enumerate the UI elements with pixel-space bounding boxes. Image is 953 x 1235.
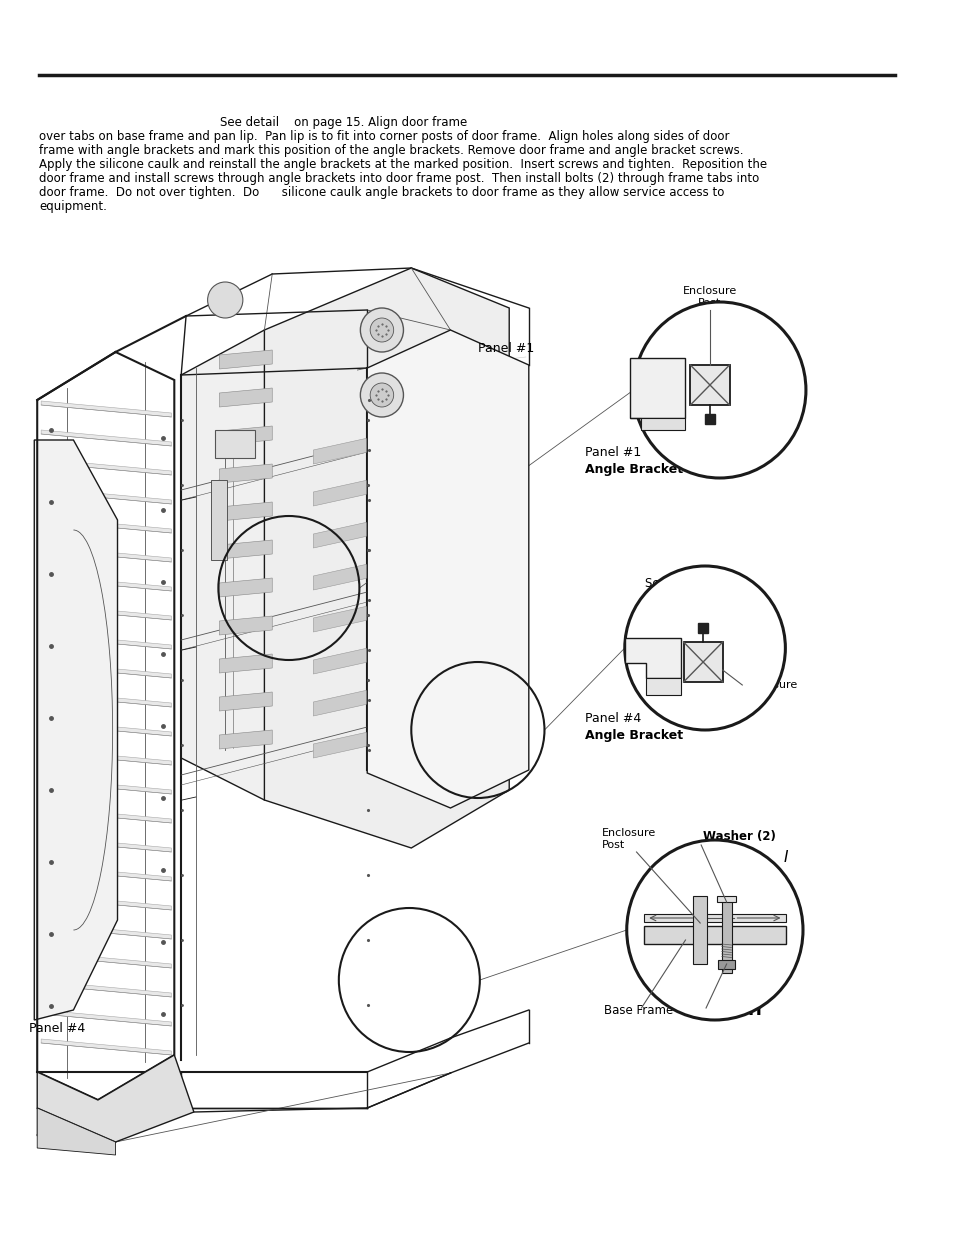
Polygon shape: [629, 358, 685, 417]
Polygon shape: [41, 604, 172, 620]
Text: Apply the silicone caulk and reinstall the angle brackets at the marked position: Apply the silicone caulk and reinstall t…: [39, 158, 766, 170]
Text: Enclosure
Post: Enclosure Post: [743, 680, 798, 701]
Polygon shape: [264, 268, 509, 848]
Text: E: E: [746, 419, 758, 437]
Text: I: I: [782, 851, 787, 866]
Polygon shape: [645, 678, 679, 695]
Polygon shape: [41, 662, 172, 678]
Text: Base Frame: Base Frame: [603, 1004, 673, 1016]
Bar: [690, 366, 729, 405]
Polygon shape: [367, 330, 528, 808]
Circle shape: [360, 373, 403, 417]
Polygon shape: [219, 578, 272, 597]
Text: Angle Bracket: Angle Bracket: [584, 729, 682, 741]
Circle shape: [360, 308, 403, 352]
Bar: [643, 926, 785, 944]
Polygon shape: [41, 952, 172, 968]
Polygon shape: [219, 350, 272, 369]
Polygon shape: [313, 590, 440, 632]
Polygon shape: [219, 388, 272, 408]
Polygon shape: [219, 616, 272, 635]
Polygon shape: [41, 546, 172, 562]
Polygon shape: [211, 480, 227, 559]
Text: Panel #4: Panel #4: [30, 1021, 86, 1035]
Polygon shape: [313, 548, 440, 590]
Text: Bolt (2): Bolt (2): [688, 1004, 732, 1016]
Polygon shape: [37, 1055, 193, 1142]
Text: Angle Bracket: Angle Bracket: [584, 463, 682, 477]
Circle shape: [624, 566, 784, 730]
Bar: [717, 960, 735, 969]
Text: See detail    on page 15. Align door frame: See detail on page 15. Align door frame: [219, 116, 467, 128]
Bar: [693, 897, 706, 965]
Polygon shape: [41, 488, 172, 504]
Circle shape: [370, 317, 394, 342]
Polygon shape: [41, 401, 172, 417]
Polygon shape: [181, 330, 357, 800]
Text: door frame.  Do not over tighten.  Do      silicone caulk angle brackets to door: door frame. Do not over tighten. Do sili…: [39, 186, 723, 199]
Polygon shape: [41, 748, 172, 764]
Bar: [682, 642, 722, 682]
Polygon shape: [313, 674, 440, 716]
Polygon shape: [41, 517, 172, 534]
Polygon shape: [34, 440, 117, 1020]
Polygon shape: [41, 864, 172, 881]
Polygon shape: [313, 632, 440, 674]
Polygon shape: [629, 417, 685, 430]
Polygon shape: [41, 576, 172, 592]
Text: H: H: [746, 1002, 760, 1019]
Polygon shape: [37, 1108, 115, 1155]
Polygon shape: [41, 923, 172, 939]
Polygon shape: [41, 459, 172, 475]
Text: over tabs on base frame and pan lip.  Pan lip is to fit into corner posts of doo: over tabs on base frame and pan lip. Pan…: [39, 130, 729, 143]
Polygon shape: [41, 692, 172, 706]
Polygon shape: [219, 540, 272, 559]
Polygon shape: [41, 634, 172, 650]
Circle shape: [626, 840, 802, 1020]
Text: E: E: [739, 597, 750, 614]
Text: frame with angle brackets and mark this position of the angle brackets. Remove d: frame with angle brackets and mark this …: [39, 144, 743, 157]
Text: Screw (3): Screw (3): [669, 450, 724, 463]
Text: Panel #4: Panel #4: [584, 711, 640, 725]
Text: Enclosure
Post: Enclosure Post: [682, 287, 737, 308]
Bar: [721, 900, 731, 973]
Polygon shape: [313, 464, 440, 506]
Polygon shape: [41, 1039, 172, 1055]
Polygon shape: [41, 720, 172, 736]
Polygon shape: [219, 464, 272, 483]
Bar: [215, 430, 254, 458]
Polygon shape: [41, 981, 172, 997]
Bar: [643, 914, 785, 923]
Text: Washer (2): Washer (2): [702, 830, 775, 844]
Polygon shape: [624, 638, 679, 678]
Polygon shape: [41, 778, 172, 794]
Polygon shape: [219, 501, 272, 521]
Circle shape: [370, 383, 394, 408]
Polygon shape: [41, 836, 172, 852]
Polygon shape: [313, 422, 440, 464]
Bar: [716, 897, 736, 902]
Polygon shape: [41, 430, 172, 446]
Polygon shape: [41, 1010, 172, 1026]
Text: equipment.: equipment.: [39, 200, 107, 212]
Text: Panel #1: Panel #1: [477, 342, 534, 354]
Text: Panel #1: Panel #1: [584, 447, 640, 459]
Polygon shape: [219, 692, 272, 711]
Text: door frame and install screws through angle brackets into door frame post.  Then: door frame and install screws through an…: [39, 172, 759, 185]
Polygon shape: [219, 426, 272, 445]
Polygon shape: [219, 655, 272, 673]
Polygon shape: [219, 730, 272, 748]
Polygon shape: [41, 894, 172, 910]
Polygon shape: [41, 806, 172, 823]
Text: Enclosure
Post: Enclosure Post: [601, 829, 656, 850]
Polygon shape: [313, 506, 440, 548]
Polygon shape: [313, 716, 440, 758]
Circle shape: [633, 303, 805, 478]
Circle shape: [208, 282, 243, 317]
Text: Screw (3): Screw (3): [644, 577, 700, 590]
